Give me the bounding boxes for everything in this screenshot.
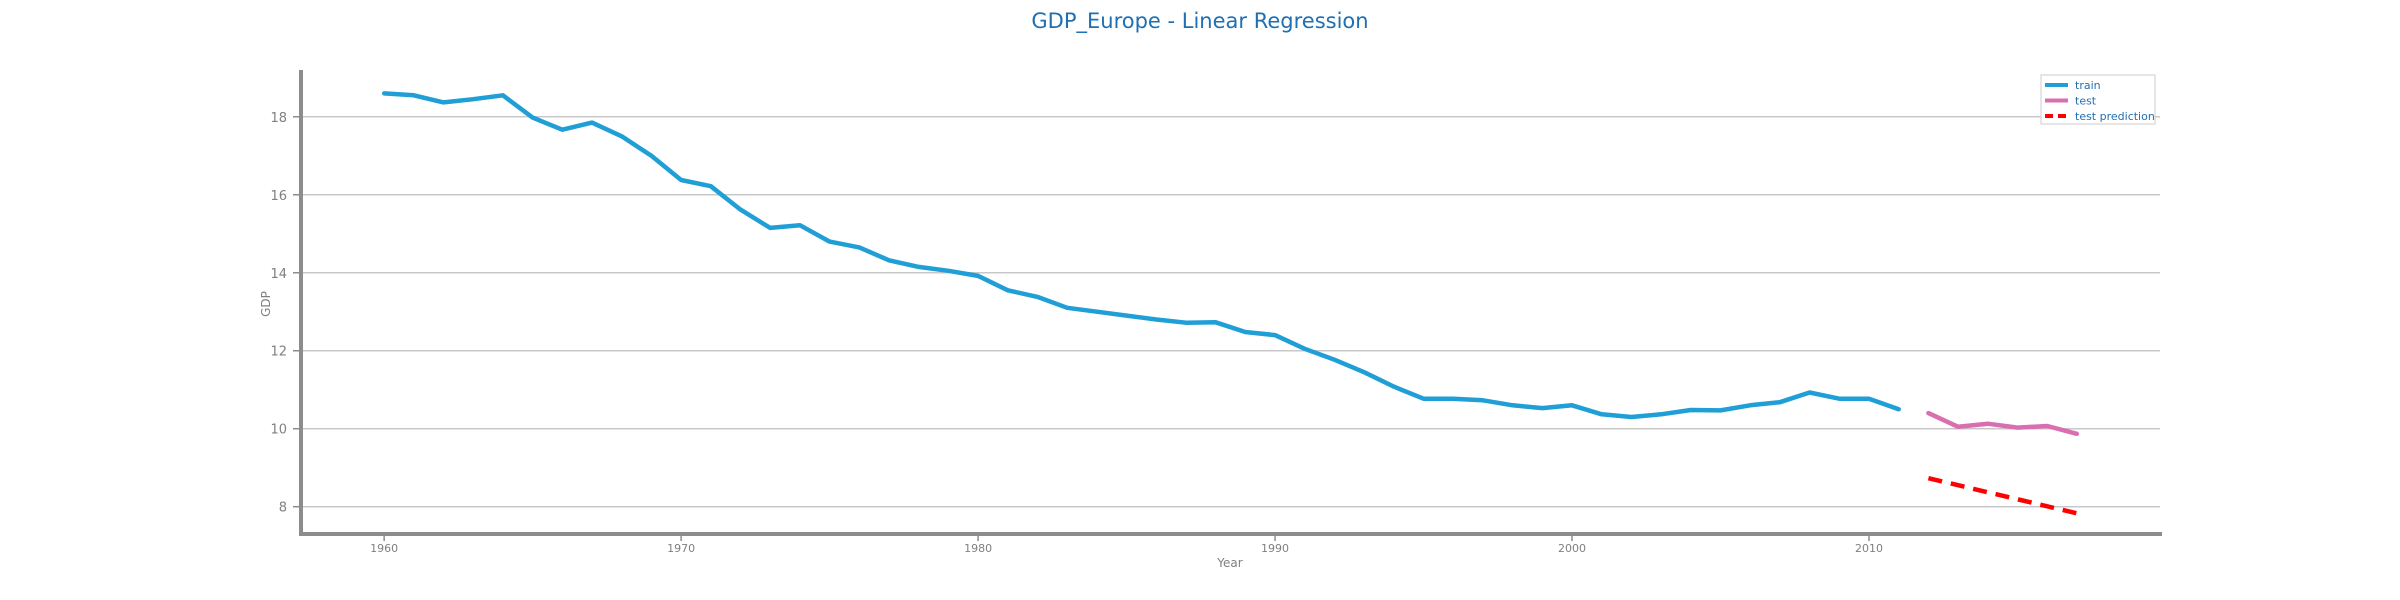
y-tick-label: 8	[279, 501, 287, 516]
y-axis-label: GDP	[259, 291, 273, 317]
x-axis-label: Year	[1216, 556, 1242, 570]
ticks: 8 10 12 14 16 18 1960 1970 1980 1990 2000 2010	[270, 111, 1883, 555]
x-tick-label: 2000	[1558, 542, 1586, 555]
x-tick-label: 2010	[1855, 542, 1883, 555]
legend-label: train	[2075, 79, 2101, 92]
x-tick-label: 1970	[667, 542, 695, 555]
y-tick-label: 18	[270, 111, 287, 126]
y-tick-label: 14	[270, 267, 287, 282]
x-tick-label: 1990	[1261, 542, 1289, 555]
series-line-test	[1926, 410, 2080, 437]
axes	[299, 70, 2162, 536]
y-tick-label: 10	[270, 423, 287, 438]
chart-title: GDP_Europe - Linear Regression	[1031, 9, 1368, 34]
legend: train test test prediction	[2040, 74, 2156, 125]
y-tick-label: 16	[270, 189, 287, 204]
x-tick-label: 1980	[964, 542, 992, 555]
series-layer	[381, 91, 2080, 516]
legend-label: test prediction	[2075, 110, 2155, 123]
x-tick-label: 1960	[370, 542, 398, 555]
series-line-train	[381, 91, 1901, 420]
y-tick-label: 12	[270, 345, 287, 360]
series-line-test-prediction	[1927, 476, 2078, 516]
legend-label: test	[2075, 95, 2097, 108]
grid-lines	[301, 116, 2160, 508]
